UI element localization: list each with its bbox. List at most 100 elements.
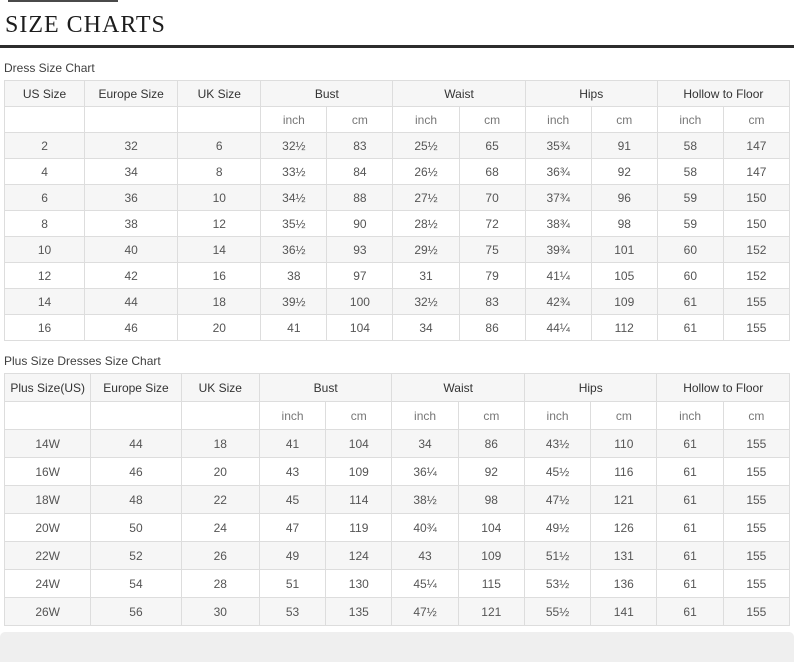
table-cell: 112 [590,314,658,341]
table-cell: 34 [391,429,459,458]
table-cell: 10 [3,236,86,263]
table-cell: 70 [458,184,526,211]
table-cell: 24 [180,513,260,542]
table-cell: 41 [258,429,327,458]
table-cell: 12 [3,262,86,289]
table-cell: 42¾ [524,288,592,315]
table-cell: 86 [458,314,526,341]
table-cell: 28½ [392,210,460,237]
table-cell: 18W [3,485,92,514]
empty-cell [90,401,182,430]
dress-size-chart-label: Dress Size Chart [4,61,95,75]
table-cell: 45 [258,485,327,514]
table-cell: 58 [656,132,724,159]
table-cell: 20 [177,314,262,341]
unit-header: inch [656,401,724,430]
table-cell: 104 [457,513,525,542]
group-column-header: Hollow to Floor [656,373,790,402]
table-row: 16 46 20 41 104 34 86 44¼ 112 61 155 [3,314,791,341]
table-cell: 34 [392,314,460,341]
table-cell: 59 [656,184,724,211]
table-cell: 55½ [523,597,592,626]
unit-header: cm [590,401,658,430]
table-cell: 58 [656,158,724,185]
table-cell: 20 [180,457,260,486]
table-row: 12 42 16 38 97 31 79 41¼ 105 60 152 [3,262,791,289]
table-cell: 54 [90,569,182,598]
table-cell: 135 [325,597,393,626]
table-cell: 155 [722,457,791,486]
table-cell: 155 [722,429,791,458]
empty-cell [3,106,86,133]
table-cell: 155 [722,314,791,341]
unit-header: inch [392,106,460,133]
table-cell: 35¾ [524,132,592,159]
table-cell: 52 [90,541,182,570]
table-cell: 147 [722,158,791,185]
table-cell: 38½ [391,485,459,514]
group-column-header: Hips [524,80,658,107]
table-cell: 34½ [260,184,328,211]
table-cell: 61 [656,513,724,542]
table-cell: 141 [590,597,658,626]
table-cell: 56 [90,597,182,626]
table-cell: 33½ [260,158,328,185]
table-cell: 72 [458,210,526,237]
table-cell: 152 [722,262,791,289]
unit-header: inch [523,401,592,430]
table-cell: 41 [260,314,328,341]
dress-size-chart-table: US Size Europe Size UK Size Bust Waist Hips Ho… [3,80,791,341]
title-bar: SIZE CHARTS [0,0,794,39]
table-cell: 2 [3,132,86,159]
table-row: 24W 54 28 51 130 45¼ 115 53½ 136 61 155 [3,569,791,598]
table-cell: 46 [90,457,182,486]
table-cell: 26½ [392,158,460,185]
table-row: 16W 46 20 43 109 36¼ 92 45½ 116 61 155 [3,457,791,486]
table-cell: 10 [177,184,262,211]
table-cell: 41¼ [524,262,592,289]
unit-header: cm [590,106,658,133]
table-cell: 22W [3,541,92,570]
table-cell: 36¾ [524,158,592,185]
group-column-header: Waist [391,373,525,402]
table-cell: 39¾ [524,236,592,263]
charts-container: Dress Size Chart US Size Europe Size UK Siz… [0,61,794,626]
table-cell: 61 [656,597,724,626]
plus-size-dresses-size-chart-label: Plus Size Dresses Size Chart [4,354,161,368]
table-cell: 61 [656,569,724,598]
table-cell: 6 [177,132,262,159]
table-cell: 91 [590,132,658,159]
table-cell: 44 [90,429,182,458]
table-cell: 61 [656,485,724,514]
table-cell: 93 [326,236,394,263]
table-cell: 38 [84,210,179,237]
table-cell: 38¾ [524,210,592,237]
table-cell: 32½ [392,288,460,315]
table-row: 18W 48 22 45 114 38½ 98 47½ 121 61 155 [3,485,791,514]
table-cell: 47½ [391,597,459,626]
table-cell: 16 [3,314,86,341]
table-cell: 53 [258,597,327,626]
table-cell: 22 [180,485,260,514]
table-row: 22W 52 26 49 124 43 109 51½ 131 61 155 [3,541,791,570]
table-cell: 31 [392,262,460,289]
unit-header: cm [458,106,526,133]
table-cell: 59 [656,210,724,237]
table-cell: 20W [3,513,92,542]
table-cell: 65 [458,132,526,159]
table-cell: 147 [722,132,791,159]
column-header: Plus Size(US) [3,373,92,402]
unit-header: cm [722,401,791,430]
unit-header: inch [260,106,328,133]
unit-header: inch [391,401,459,430]
table-cell: 24W [3,569,92,598]
empty-cell [84,106,179,133]
table-row: 2 32 6 32½ 83 25½ 65 35¾ 91 58 147 [3,132,791,159]
table-row: 4 34 8 33½ 84 26½ 68 36¾ 92 58 147 [3,158,791,185]
table-cell: 104 [326,314,394,341]
table-cell: 4 [3,158,86,185]
table-cell: 8 [3,210,86,237]
table-cell: 16 [177,262,262,289]
table-cell: 49 [258,541,327,570]
table-cell: 155 [722,288,791,315]
